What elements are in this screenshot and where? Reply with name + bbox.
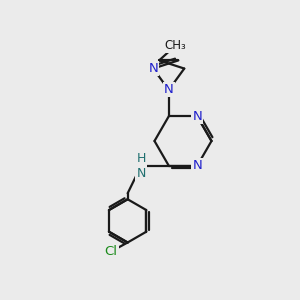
Text: N: N xyxy=(164,83,174,96)
Text: N: N xyxy=(192,159,202,172)
Text: N: N xyxy=(148,62,158,75)
Text: CH₃: CH₃ xyxy=(165,39,187,52)
Text: Cl: Cl xyxy=(105,245,118,258)
Text: N: N xyxy=(192,110,202,123)
Text: H
N: H N xyxy=(136,152,146,180)
